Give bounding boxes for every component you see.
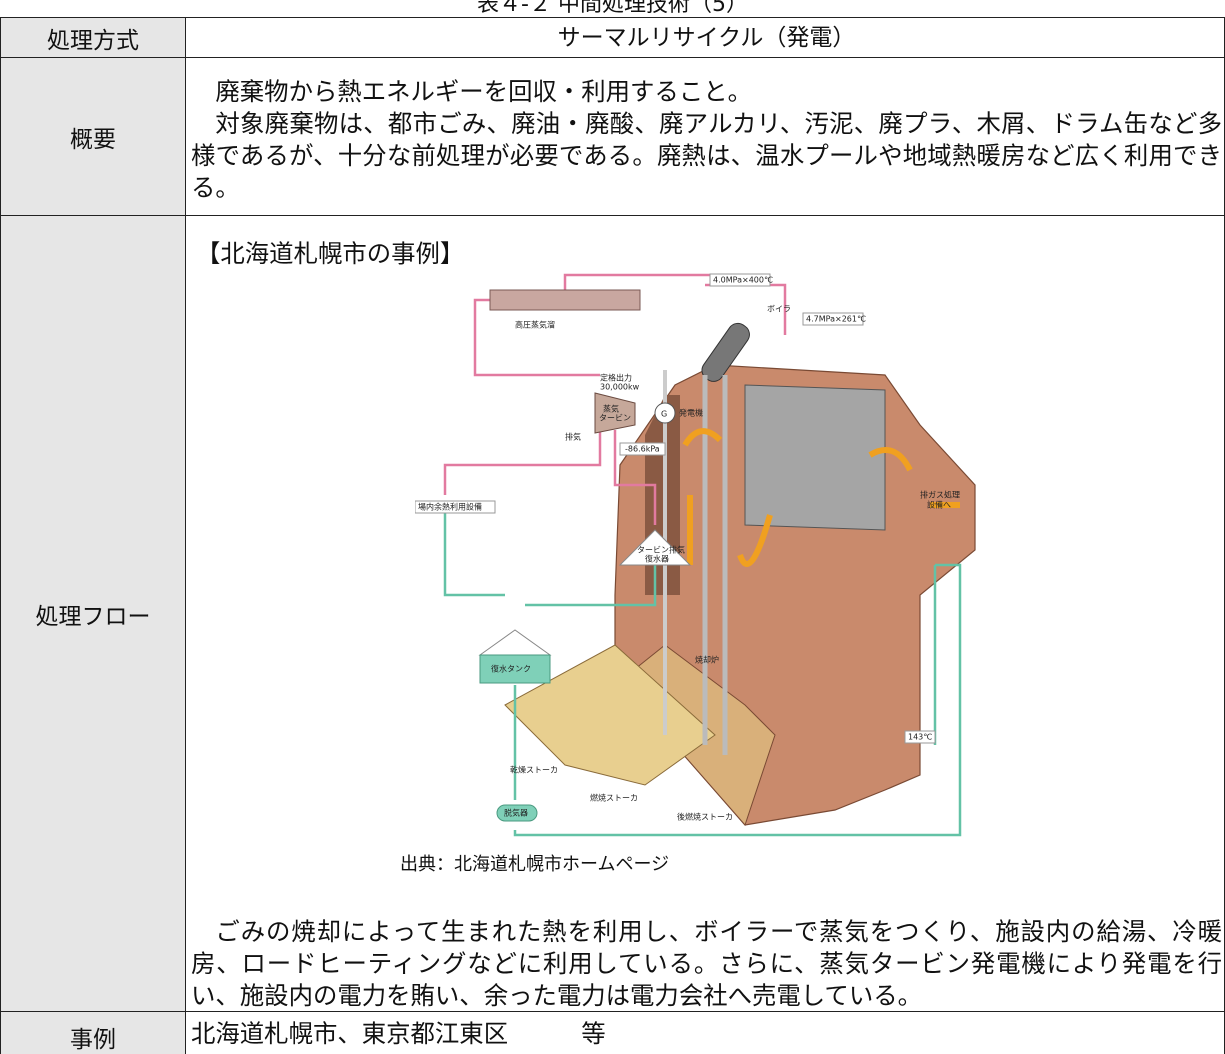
label-box — [619, 442, 666, 456]
diagram-label: -86.6kPa — [625, 445, 660, 454]
turbine — [594, 392, 636, 434]
flow-arrow — [682, 428, 723, 447]
deaerator — [496, 804, 538, 822]
diagram-label: タービン排気 — [637, 545, 685, 555]
source-note: 出典：北海道札幌市ホームページ — [400, 854, 670, 875]
generator — [654, 402, 676, 424]
row-header-text: 概要 — [70, 126, 116, 153]
water-line — [443, 513, 962, 837]
diagram-label: 燃焼ストーカ — [590, 793, 638, 803]
diagram-label: 乾燥ストーカ — [510, 765, 558, 775]
row-header: 処理方式 — [0, 17, 186, 58]
boiler-section — [744, 384, 886, 531]
diagram-label: ボイラ — [767, 305, 791, 314]
flow-arrow — [737, 514, 773, 567]
method-text: サーマルリサイクル（発電） — [557, 24, 856, 51]
diagram-label: 焼却炉 — [695, 655, 719, 665]
diagram-label: 定格出力 — [600, 373, 632, 383]
diagram-label: G — [661, 410, 667, 419]
diagram-label: 場内余熱利用設備 — [418, 502, 482, 512]
diagram-label: 4.0MPa×400℃ — [713, 276, 773, 285]
row-header-text: 処理方式 — [47, 27, 139, 54]
diagram-label: 蒸気 — [603, 404, 619, 414]
diagram-label: 高圧蒸気溜 — [515, 320, 555, 330]
diagram-label: 143℃ — [908, 733, 932, 742]
flow-description: ごみの焼却によって生まれた熱を利用し、ボイラーで蒸気をつくり、施設内の給湯、冷暖… — [191, 916, 1222, 1012]
tank-roof — [478, 629, 552, 656]
row-header: 概要 — [0, 57, 186, 216]
diagram-label: 4.7MPa×261℃ — [806, 315, 866, 324]
row-header-text: 処理フロー — [35, 603, 151, 630]
overview-paragraph: 廃棄物から熱エネルギーを回収・利用すること。 — [215, 77, 752, 106]
diagram-label: タービン — [599, 414, 631, 423]
case-heading: 【北海道札幌市の事例】 — [196, 239, 465, 268]
diagram-label: 復水器 — [645, 554, 669, 564]
steam-header — [489, 289, 641, 311]
diagram-label: 発電機 — [679, 408, 703, 418]
diagram-label: 排気 — [565, 432, 581, 442]
condensate-tank — [479, 654, 551, 684]
label-box — [802, 312, 864, 326]
diagram-label: 復水タンク — [491, 664, 531, 674]
diagram-label: 脱気器 — [504, 808, 528, 818]
table-caption: 表４-２ 中間処理技術（5） — [477, 0, 748, 17]
label-box — [904, 730, 936, 744]
diagram-label: 30,000kw — [600, 383, 640, 392]
overview-paragraph: 対象廃棄物は、都市ごみ、廃油・廃酸、廃アルカリ、汚泥、廃プラ、木屑、ドラム缶など… — [191, 109, 1222, 202]
examples-cell: 北海道札幌市、東京都江東区 等 — [185, 1011, 1225, 1054]
diagram-label: 排ガス処理 — [920, 490, 960, 500]
label-box — [415, 500, 496, 514]
flow-paragraph: ごみの焼却によって生まれた熱を利用し、ボイラーで蒸気をつくり、施設内の給湯、冷暖… — [191, 917, 1222, 1010]
condenser — [618, 529, 692, 566]
process-diagram: 4.0MPa×400℃ ボイラ 4.7MPa×261℃ 高圧蒸気溜 定格出力 3… — [415, 273, 976, 837]
diagram-label: 後燃焼ストーカ — [677, 812, 733, 822]
row-header: 処理フロー — [0, 215, 186, 1012]
row-header: 事例 — [0, 1011, 186, 1054]
label-box — [709, 273, 771, 287]
flow-arrow — [868, 447, 913, 472]
diagram-label: 設備へ — [927, 500, 951, 510]
steam-line — [443, 273, 787, 525]
stoker-floor — [504, 644, 716, 786]
examples-text: 北海道札幌市、東京都江東区 等 — [191, 1019, 606, 1048]
row-header-text: 事例 — [70, 1027, 116, 1053]
overview-cell: 廃棄物から熱エネルギーを回収・利用すること。 対象廃棄物は、都市ごみ、廃油・廃酸… — [185, 57, 1225, 216]
method-cell: サーマルリサイクル（発電） — [185, 17, 1225, 58]
flow-cell: 【北海道札幌市の事例】 ごみの焼却によって生まれた熱を利用し、ボイラーで蒸気をつ… — [185, 215, 1225, 1012]
